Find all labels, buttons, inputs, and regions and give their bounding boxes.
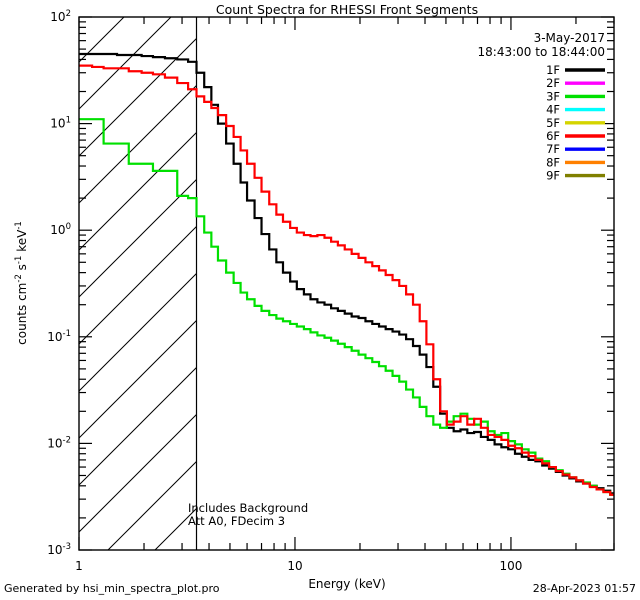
y-axis-ticks: 102 101 100 10-1 10-2 10-3 bbox=[47, 9, 614, 557]
y-label-part-2: s bbox=[15, 264, 29, 274]
x-tick-label: 100 bbox=[499, 559, 522, 573]
y-tick-label: 102 bbox=[50, 9, 71, 24]
observation-time-range: 18:43:00 to 18:44:00 bbox=[478, 45, 605, 59]
y-label-part-1: counts cm bbox=[15, 283, 29, 345]
y-tick-label: 10-2 bbox=[47, 435, 71, 450]
legend-label-4F[interactable]: 4F bbox=[546, 103, 560, 117]
y-label-exp-3: -1 bbox=[14, 221, 24, 229]
y-tick-label: 100 bbox=[50, 222, 71, 237]
hatched-region bbox=[79, 17, 198, 550]
data-series-1F bbox=[79, 52, 614, 495]
annotation-includes-background: Includes Background bbox=[188, 501, 308, 515]
legend-label-1F[interactable]: 1F bbox=[546, 63, 560, 77]
x-tick-label: 10 bbox=[287, 559, 302, 573]
data-series-3F bbox=[79, 118, 614, 496]
y-tick-label: 101 bbox=[50, 116, 71, 131]
y-axis-label: counts cm-2 s-1 keV-1 bbox=[14, 221, 29, 345]
annotation-attenuator-state: Att A0, FDecim 3 bbox=[188, 514, 285, 528]
legend-label-5F[interactable]: 5F bbox=[546, 116, 560, 130]
y-tick-label: 10-3 bbox=[47, 542, 71, 557]
page-title: Count Spectra for RHESSI Front Segments bbox=[216, 2, 478, 17]
generator-note: Generated by hsi_min_spectra_plot.pro bbox=[4, 582, 220, 595]
y-label-part-3: keV bbox=[15, 229, 29, 256]
data-series-group bbox=[79, 52, 614, 496]
observation-date: 3-May-2017 bbox=[534, 31, 605, 45]
svg-text:counts cm-2 s-1 keV-1: counts cm-2 s-1 keV-1 bbox=[14, 221, 29, 345]
x-tick-label: 1 bbox=[75, 559, 83, 573]
legend-label-2F[interactable]: 2F bbox=[546, 76, 560, 90]
render-timestamp: 28-Apr-2023 01:57 bbox=[533, 582, 636, 595]
data-series-6F bbox=[79, 64, 614, 496]
legend-label-7F[interactable]: 7F bbox=[546, 142, 560, 156]
legend-label-9F[interactable]: 9F bbox=[546, 169, 560, 183]
y-tick-label: 10-1 bbox=[47, 329, 71, 344]
plot-annotations: Includes Background Att A0, FDecim 3 bbox=[188, 501, 308, 528]
x-axis-label: Energy (keV) bbox=[308, 577, 385, 591]
plot-frame bbox=[78, 16, 615, 551]
legend-label-6F[interactable]: 6F bbox=[546, 129, 560, 143]
legend-label-3F[interactable]: 3F bbox=[546, 89, 560, 103]
legend-label-8F[interactable]: 8F bbox=[546, 155, 560, 169]
observation-header: 3-May-2017 18:43:00 to 18:44:00 bbox=[478, 31, 605, 59]
y-label-exp-1: -2 bbox=[14, 274, 24, 282]
y-label-exp-2: -1 bbox=[14, 256, 24, 264]
